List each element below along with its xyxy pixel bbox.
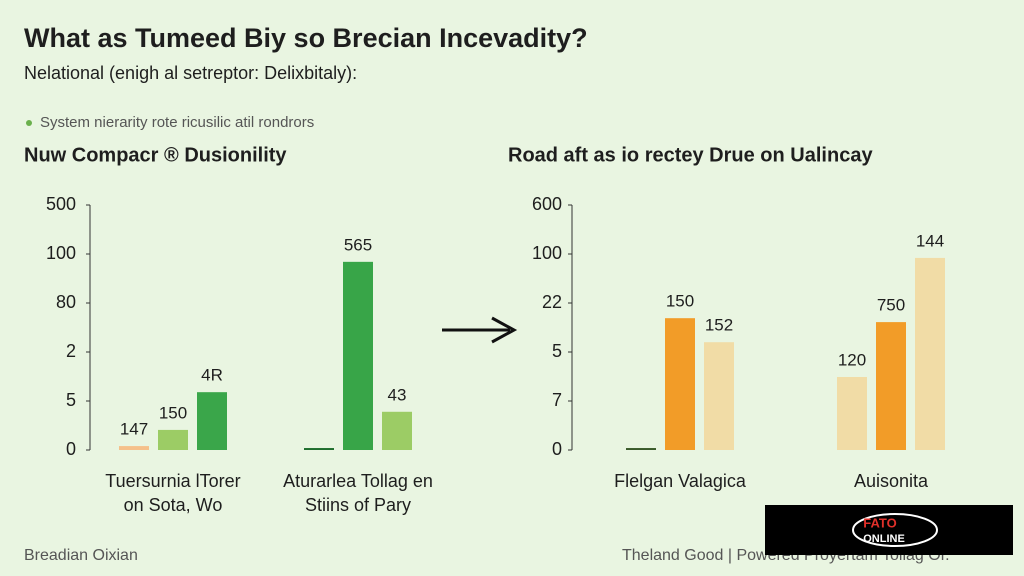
bar (158, 429, 188, 450)
bar-label: 750 (877, 296, 905, 315)
bar (304, 448, 334, 450)
bar (665, 318, 695, 450)
page-subtitle: Nelational (enigh al setreptor: Delixbit… (24, 63, 357, 83)
y-tick-label: 600 (532, 194, 562, 214)
bar (876, 322, 906, 450)
y-tick-label: 5 (552, 341, 562, 361)
bar-label: 565 (344, 235, 372, 254)
bar-label: 4R (201, 366, 223, 385)
bar (915, 257, 945, 450)
legend-text: System nierarity rote ricusilic atil ron… (40, 114, 314, 131)
bar (119, 446, 149, 450)
bar-label: 147 (120, 420, 148, 439)
bar (343, 261, 373, 450)
bar-label: 152 (705, 316, 733, 335)
x-tick-label: Stiins of Pary (305, 495, 411, 515)
chart-title: Nuw Compacr ® Dusionility (24, 144, 287, 166)
bar-label: 120 (838, 350, 866, 369)
y-tick-label: 22 (542, 292, 562, 312)
y-tick-label: 0 (66, 439, 76, 459)
y-tick-label: 100 (532, 243, 562, 263)
y-tick-label: 100 (46, 243, 76, 263)
x-tick-label: Auisonita (854, 471, 929, 491)
y-tick-label: 5 (66, 390, 76, 410)
legend-bullet (26, 120, 32, 126)
y-tick-label: 2 (66, 341, 76, 361)
bar (197, 392, 227, 450)
footer-left: Breadian Oixian (24, 547, 138, 564)
x-tick-label: Tuersurnia lTorer (105, 471, 240, 491)
bar (704, 342, 734, 450)
logo-text: ONLINE (863, 533, 905, 545)
y-tick-label: 80 (56, 292, 76, 312)
x-tick-label: Flelgan Valagica (614, 471, 747, 491)
logo-text: FATO (863, 515, 896, 530)
logo-ring (852, 513, 938, 547)
y-tick-label: 500 (46, 194, 76, 214)
chart-title: Road aft as io rectey Drue on Ualincay (508, 144, 873, 166)
y-tick-label: 7 (552, 390, 562, 410)
arrow (442, 316, 518, 344)
bar (626, 448, 656, 450)
bar-label: 144 (916, 231, 944, 250)
x-tick-label: on Sota, Wo (124, 495, 223, 515)
y-tick-label: 0 (552, 439, 562, 459)
page-title: What as Tumeed Biy so Brecian Incevadity… (24, 23, 588, 53)
bar-label: 150 (666, 292, 694, 311)
bar-label: 150 (159, 403, 187, 422)
bar (837, 376, 867, 450)
bar-label: 43 (388, 385, 407, 404)
x-tick-label: Aturarlea Tollag en (283, 471, 433, 491)
bar (382, 411, 412, 450)
